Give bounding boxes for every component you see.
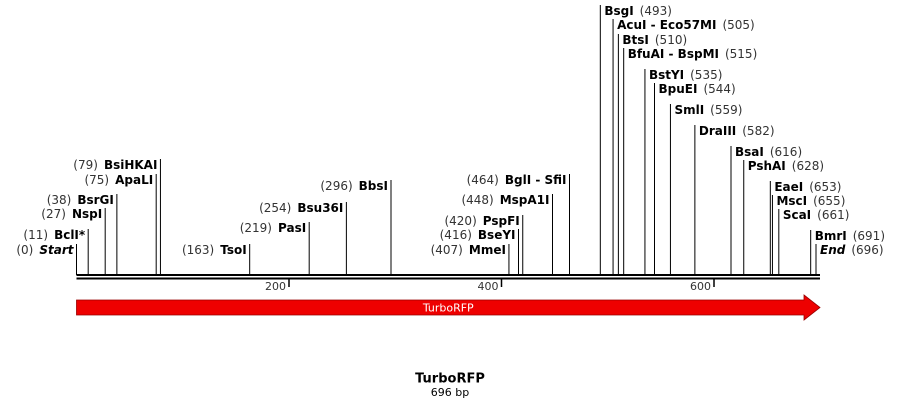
- site-name: Bsu36I: [297, 201, 343, 215]
- site-name: BseYI: [478, 228, 516, 242]
- site-name: AcuI - Eco57MI: [617, 18, 716, 32]
- site-label: (27) NspI: [41, 207, 102, 221]
- site-name: NspI: [72, 207, 102, 221]
- site-name: BsgI: [604, 4, 633, 18]
- site-label: (79) BsiHKAI: [73, 158, 157, 172]
- site-name: BsaI: [735, 145, 764, 159]
- site-position: (0): [16, 243, 33, 257]
- site-label: BsgI (493): [604, 4, 672, 18]
- ruler-label: 200: [265, 280, 286, 293]
- feature-arrow: [76, 294, 821, 321]
- site-label: (296) BbsI: [320, 179, 388, 193]
- site-name: MspA1I: [500, 193, 550, 207]
- site-label: EaeI (653): [774, 180, 841, 194]
- site-position: (661): [817, 208, 849, 222]
- site-name: BfuAI - BspMI: [628, 47, 719, 61]
- site-label: AcuI - Eco57MI (505): [617, 18, 755, 32]
- site-position: (448): [461, 193, 493, 207]
- site-label: BsaI (616): [735, 145, 802, 159]
- site-label: (75) ApaLI: [84, 173, 153, 187]
- site-label: End (696): [820, 243, 884, 257]
- site-position: (75): [84, 173, 109, 187]
- site-position: (691): [853, 229, 885, 243]
- site-position: (559): [710, 103, 742, 117]
- site-name: EaeI: [774, 180, 803, 194]
- site-position: (407): [431, 243, 463, 257]
- site-position: (696): [851, 243, 883, 257]
- site-label: BtsI (510): [622, 33, 687, 47]
- site-name: Start: [39, 243, 74, 257]
- site-position: (535): [690, 68, 722, 82]
- site-label: ScaI (661): [783, 208, 850, 222]
- ruler-label: 400: [478, 280, 499, 293]
- site-name: PshAI: [748, 159, 786, 173]
- site-label: (420) PspFI: [444, 214, 519, 228]
- site-name: BsiHKAI: [104, 158, 158, 172]
- site-name: BtsI: [622, 33, 649, 47]
- site-position: (163): [182, 243, 214, 257]
- site-position: (544): [703, 82, 735, 96]
- site-position: (582): [742, 124, 774, 138]
- site-label: (11) BclI*: [23, 228, 85, 242]
- site-name: ScaI: [783, 208, 811, 222]
- ruler-label: 600: [690, 280, 711, 293]
- site-label: BpuEI (544): [659, 82, 736, 96]
- site-position: (296): [320, 179, 352, 193]
- site-position: (616): [770, 145, 802, 159]
- site-label: (163) TsoI: [182, 243, 247, 257]
- site-position: (655): [813, 194, 845, 208]
- site-label: BmrI (691): [815, 229, 885, 243]
- site-name: PspFI: [483, 214, 520, 228]
- site-position: (464): [467, 173, 499, 187]
- site-name: MmeI: [469, 243, 506, 257]
- site-position: (79): [73, 158, 98, 172]
- site-label: (219) PasI: [240, 221, 306, 235]
- feature-label: TurboRFP: [422, 302, 474, 315]
- site-label: SmlI (559): [674, 103, 742, 117]
- sequence-length: 696 bp: [431, 386, 469, 399]
- site-label: (0) Start: [16, 243, 74, 257]
- site-name: MscI: [776, 194, 807, 208]
- site-name: BglI - SfiI: [505, 173, 567, 187]
- site-position: (11): [23, 228, 48, 242]
- site-name: TsoI: [220, 243, 246, 257]
- site-label: (407) MmeI: [431, 243, 506, 257]
- site-position: (27): [41, 207, 66, 221]
- site-position: (420): [444, 214, 476, 228]
- site-label: (254) Bsu36I: [259, 201, 343, 215]
- site-label: (464) BglI - SfiI: [467, 173, 567, 187]
- site-position: (493): [640, 4, 672, 18]
- site-label: BfuAI - BspMI (515): [628, 47, 758, 61]
- site-position: (510): [655, 33, 687, 47]
- site-position: (254): [259, 201, 291, 215]
- site-name: DraIII: [699, 124, 736, 138]
- site-name: BmrI: [815, 229, 847, 243]
- site-position: (416): [440, 228, 472, 242]
- site-position: (628): [792, 159, 824, 173]
- site-name: End: [820, 243, 846, 257]
- site-label: PshAI (628): [748, 159, 824, 173]
- site-name: BbsI: [359, 179, 388, 193]
- site-label: BstYI (535): [649, 68, 722, 82]
- site-label: (38) BsrGI: [47, 193, 114, 207]
- site-position: (38): [47, 193, 72, 207]
- sequence-name: TurboRFP: [415, 372, 485, 387]
- site-position: (515): [725, 47, 757, 61]
- site-name: ApaLI: [115, 173, 153, 187]
- site-name: SmlI: [674, 103, 704, 117]
- site-label: (448) MspA1I: [461, 193, 549, 207]
- site-position: (653): [809, 180, 841, 194]
- site-name: PasI: [278, 221, 306, 235]
- site-name: BstYI: [649, 68, 684, 82]
- site-position: (505): [722, 18, 754, 32]
- site-position: (219): [240, 221, 272, 235]
- site-name: BpuEI: [659, 82, 698, 96]
- site-name: BclI*: [54, 228, 86, 242]
- site-name: BsrGI: [77, 193, 114, 207]
- site-label: MscI (655): [776, 194, 845, 208]
- site-label: (416) BseYI: [440, 228, 516, 242]
- site-label: DraIII (582): [699, 124, 775, 138]
